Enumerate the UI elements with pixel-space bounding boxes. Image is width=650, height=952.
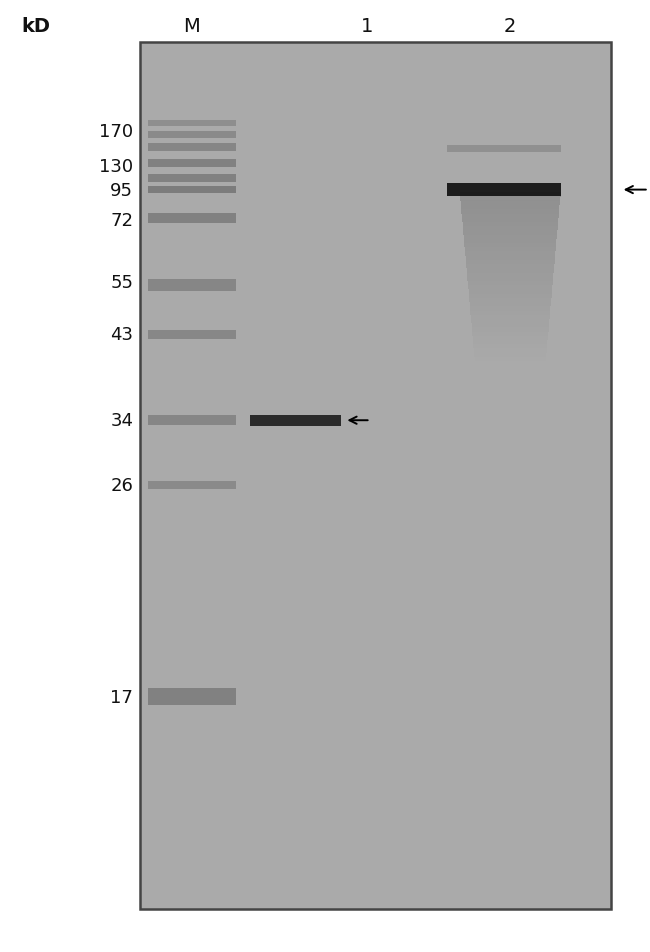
Text: 95: 95 [111,182,133,199]
Bar [469,290,552,294]
Bar [461,202,560,206]
Bar [148,416,235,426]
Bar [469,294,552,299]
Bar [148,214,235,224]
Bar [148,330,235,340]
Bar [474,349,547,353]
Bar [470,303,551,307]
Bar [467,278,553,282]
Text: 34: 34 [111,412,133,429]
Bar [465,248,556,252]
Bar [148,131,235,139]
Bar [148,159,235,168]
Bar [473,341,547,345]
Bar [471,320,549,324]
Bar [464,240,556,244]
Bar [467,273,553,278]
Text: M: M [183,17,200,36]
Bar [461,206,560,210]
Bar [470,307,551,311]
Bar [463,231,557,235]
Bar [447,146,560,153]
Bar [140,43,611,909]
Bar [467,269,554,273]
Text: 72: 72 [111,212,133,229]
Bar [473,345,547,349]
Text: kD: kD [21,17,50,36]
Bar [463,227,558,231]
Text: 55: 55 [111,274,133,291]
Bar [148,280,235,291]
Bar [148,144,235,151]
Bar [472,324,549,328]
Bar [464,244,556,248]
Bar [474,358,546,362]
Bar [447,184,560,196]
Bar [148,187,235,194]
Bar [462,219,558,223]
Bar [462,210,559,214]
Bar [463,223,558,227]
Bar [148,482,235,490]
Bar [466,265,554,269]
Bar [472,328,549,332]
Bar [474,353,546,358]
Bar [462,214,559,219]
Bar [148,175,235,183]
Bar [250,415,341,426]
Bar [469,299,551,303]
Bar [465,252,555,256]
Text: 130: 130 [99,158,133,175]
Text: 26: 26 [111,477,133,494]
Bar [460,197,560,202]
Bar [468,286,552,290]
Bar [473,336,548,341]
Bar [148,688,235,705]
Bar [471,315,550,320]
Bar [460,193,560,197]
Bar [148,120,235,127]
Bar [468,282,552,286]
Text: 17: 17 [111,688,133,705]
Bar [463,235,557,240]
Text: 1: 1 [361,17,374,36]
Bar [471,311,550,315]
Bar [473,332,548,336]
Bar [465,256,555,261]
Bar [466,261,554,265]
Text: 43: 43 [111,327,133,344]
Text: 170: 170 [99,123,133,140]
Text: 2: 2 [504,17,517,36]
